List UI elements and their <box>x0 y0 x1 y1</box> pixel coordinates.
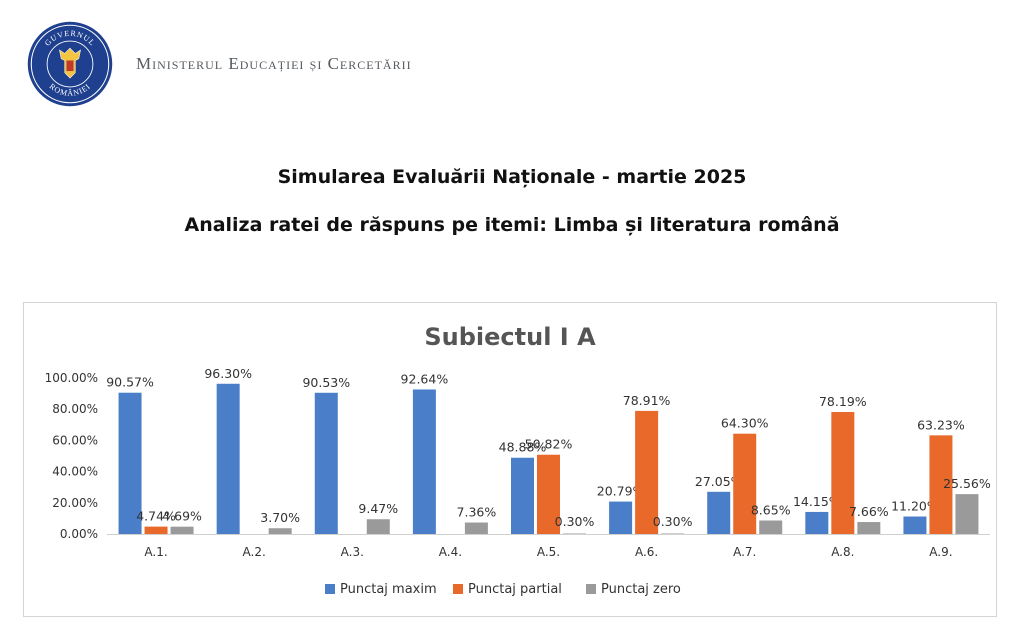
bar-punctaj-zero <box>464 522 488 534</box>
legend-swatch <box>586 584 596 594</box>
data-label: 90.53% <box>302 375 350 390</box>
y-tick-label: 60.00% <box>52 433 98 447</box>
legend-swatch <box>453 584 463 594</box>
data-label: 4.69% <box>162 509 202 524</box>
data-label: 7.36% <box>457 505 497 520</box>
data-label: 25.56% <box>943 476 991 491</box>
ministry-name: Ministerul Educației și Cercetării <box>136 54 412 73</box>
document-subtitle: Analiza ratei de răspuns pe itemi: Limba… <box>184 214 840 236</box>
page-header: GUVERNUL ROMÂNIEI Ministerul Educației ș… <box>26 18 412 110</box>
bar-punctaj-maxim <box>118 392 142 534</box>
bar-punctaj-maxim <box>903 516 927 534</box>
x-tick-label: A.5. <box>537 545 560 559</box>
bar-chart: Subiectul I A 0.00% 20.00% 40.00% 60.00% 80.0… <box>45 323 991 597</box>
x-tick-label: A.2. <box>243 545 266 559</box>
data-label: 0.30% <box>555 514 595 529</box>
data-label: 14.15% <box>793 494 841 509</box>
data-label: 50.82% <box>525 437 573 452</box>
data-label: 78.19% <box>819 394 867 409</box>
bar-punctaj-partial <box>537 454 560 534</box>
bar-punctaj-zero <box>955 494 979 534</box>
bar-punctaj-zero <box>759 520 783 534</box>
x-tick-label: A.1. <box>144 545 167 559</box>
data-label: 8.65% <box>751 503 791 518</box>
data-label: 63.23% <box>917 417 965 432</box>
data-label: 9.47% <box>358 501 398 516</box>
chart-container: Subiectul I A 0.00% 20.00% 40.00% 60.00% 80.0… <box>23 302 997 617</box>
data-label: 3.70% <box>260 510 300 525</box>
legend-label: Punctaj partial <box>468 582 562 597</box>
bar-punctaj-maxim <box>216 383 240 534</box>
x-tick-label: A.9. <box>929 545 952 559</box>
chart-title: Subiectul I A <box>424 323 596 351</box>
data-label: 20.79% <box>597 484 645 499</box>
bar-punctaj-partial <box>831 412 855 534</box>
bar-punctaj-maxim <box>314 392 338 534</box>
bar-punctaj-partial <box>144 526 168 534</box>
bar-punctaj-maxim <box>609 501 633 534</box>
y-tick-label: 40.00% <box>52 465 98 479</box>
bar-punctaj-maxim <box>412 389 436 534</box>
data-label: 48.88% <box>499 440 547 455</box>
legend-label: Punctaj maxim <box>340 582 437 597</box>
data-label: 64.30% <box>721 416 769 431</box>
bar-punctaj-zero <box>268 528 292 534</box>
x-tick-label: A.7. <box>733 545 756 559</box>
legend-label: Punctaj zero <box>601 582 681 597</box>
data-label: 92.64% <box>401 371 449 386</box>
data-label: 0.30% <box>653 514 693 529</box>
y-tick-label: 0.00% <box>60 527 98 541</box>
y-tick-label: 100.00% <box>45 371 98 385</box>
bar-punctaj-zero <box>170 526 194 534</box>
bar-punctaj-zero <box>857 522 881 534</box>
x-tick-label: A.3. <box>341 545 364 559</box>
data-label: 90.57% <box>106 375 154 390</box>
document-title: Simularea Evaluării Naționale - martie 2… <box>277 166 747 188</box>
government-seal-icon: GUVERNUL ROMÂNIEI <box>27 21 113 107</box>
bar-punctaj-partial <box>635 410 659 534</box>
bar-punctaj-partial <box>929 435 953 534</box>
data-label: 96.30% <box>204 366 252 381</box>
bar-punctaj-maxim <box>805 511 829 534</box>
y-tick-label: 20.00% <box>52 496 98 510</box>
bar-punctaj-zero <box>366 519 390 534</box>
data-label: 27.05% <box>695 474 743 489</box>
x-tick-label: A.4. <box>439 545 462 559</box>
data-label: 7.66% <box>849 504 889 519</box>
x-tick-label: A.8. <box>831 545 854 559</box>
data-label: 78.91% <box>623 393 671 408</box>
data-label: 4.74% <box>136 509 176 524</box>
bar-punctaj-partial <box>733 433 757 534</box>
data-label: 11.20% <box>891 499 939 514</box>
legend-swatch <box>325 584 335 594</box>
y-tick-label: 80.00% <box>52 402 98 416</box>
bar-punctaj-maxim <box>511 457 534 534</box>
bar-punctaj-maxim <box>707 491 731 534</box>
x-tick-label: A.6. <box>635 545 658 559</box>
